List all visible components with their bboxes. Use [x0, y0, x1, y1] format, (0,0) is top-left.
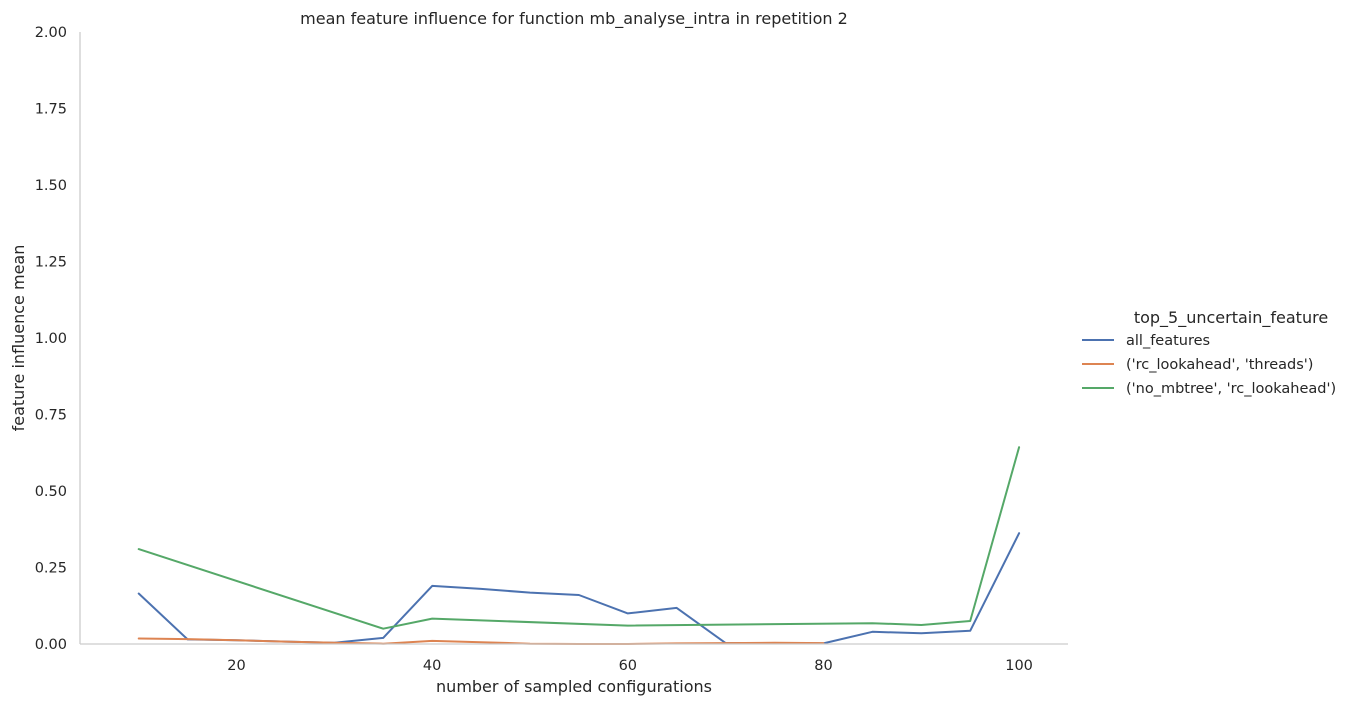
series-line-1: [137, 637, 825, 645]
y-tick-label: 0.25: [35, 561, 67, 577]
plot-area: [137, 446, 1021, 645]
y-axis-title: feature influence mean: [9, 245, 28, 432]
legend-title: top_5_uncertain_feature: [1134, 308, 1328, 328]
y-tick-label: 0.75: [35, 408, 67, 424]
y-tick-label: 0.00: [35, 637, 67, 653]
x-tick-label: 60: [619, 658, 637, 674]
x-tick-labels: 20 40 60 80 100: [227, 658, 1033, 674]
chart-title: mean feature influence for function mb_a…: [300, 9, 848, 29]
y-tick-label: 1.75: [35, 102, 67, 118]
y-tick-label: 1.00: [35, 331, 67, 347]
y-tick-label: 0.50: [35, 484, 67, 500]
series-line-0: [137, 532, 1021, 645]
x-tick-label: 100: [1005, 658, 1033, 674]
legend-label-2: ('no_mbtree', 'rc_lookahead'): [1126, 381, 1336, 397]
x-tick-label: 20: [227, 658, 245, 674]
y-tick-labels: 0.00 0.25 0.50 0.75 1.00 1.25 1.50 1.75 2.00: [35, 25, 67, 653]
legend-label-0: all_features: [1126, 333, 1210, 349]
x-axis-title: number of sampled configurations: [436, 677, 712, 696]
legend-label-1: ('rc_lookahead', 'threads'): [1126, 357, 1313, 373]
x-tick-label: 80: [814, 658, 832, 674]
x-tick-label: 40: [423, 658, 441, 674]
series-line-2: [137, 446, 1021, 630]
y-tick-label: 2.00: [35, 25, 67, 41]
y-tick-label: 1.25: [35, 255, 67, 271]
legend: top_5_uncertain_feature all_features ('rc…: [1082, 308, 1336, 397]
y-tick-label: 1.50: [35, 178, 67, 194]
